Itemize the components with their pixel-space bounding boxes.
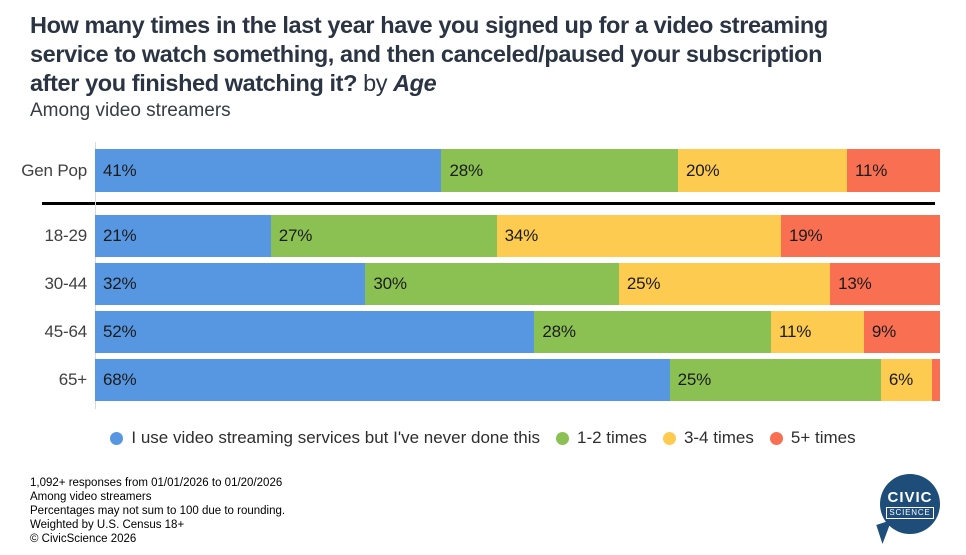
legend-label: 5+ times <box>790 428 856 447</box>
bar-value-label: 21% <box>103 226 137 245</box>
legend-item: 1-2 times <box>556 428 647 448</box>
logo-text-science: SCIENCE <box>886 506 934 519</box>
bar-value-label: 9% <box>871 322 897 341</box>
row-label: 18-29 <box>44 226 88 245</box>
logo-text-civic: CIVIC <box>887 488 933 506</box>
bar-segment: 25% <box>669 359 881 401</box>
bar-value-label: 32% <box>103 274 137 293</box>
bar-row-65-: 65+ 68% 25% 6% <box>0 359 940 401</box>
bar-value-label: 11% <box>778 322 812 341</box>
civicscience-logo: CIVIC SCIENCE <box>876 472 942 544</box>
bar-value-label: 25% <box>626 274 661 293</box>
footer-line: Percentages may not sum to 100 due to ro… <box>30 505 286 517</box>
bar-segment: 30% <box>365 263 619 305</box>
bar-segment: 68% <box>95 359 670 401</box>
bar-segment: 28% <box>534 311 771 353</box>
page-subtitle: Among video streamers <box>30 100 231 121</box>
legend-item: I use video streaming services but I've … <box>110 428 540 448</box>
bar-segment: 52% <box>95 311 535 353</box>
bar-value-label: 28% <box>542 322 576 341</box>
legend-item: 5+ times <box>769 428 856 448</box>
bar-segment: 32% <box>95 263 366 305</box>
footer-lines: 1,092+ responses from 01/01/2026 to 01/2… <box>30 476 285 546</box>
legend-label: I use video streaming services but I've … <box>131 428 541 447</box>
bar-value-label: 25% <box>677 370 712 389</box>
row-label: 30-44 <box>44 274 88 293</box>
stacked-bar: 21% 27% 34% 19% <box>95 215 940 257</box>
bar-value-label: 52% <box>103 322 137 341</box>
legend-dot-icon <box>769 431 783 445</box>
bar-row-30-44: 30-44 32% 30% 25% 13% <box>0 263 940 305</box>
stacked-bar: 32% 30% 25% 13% <box>95 263 940 305</box>
page-title: How many times in the last year have you… <box>30 11 940 98</box>
legend-dot-icon <box>662 431 676 445</box>
legend-label: 1-2 times <box>577 428 647 447</box>
bar-value-label: 30% <box>373 274 407 293</box>
row-label: 45-64 <box>44 322 88 341</box>
bar-segment: 41% <box>95 149 442 192</box>
legend-item: 3-4 times <box>662 428 754 448</box>
bar-segment: 34% <box>496 215 782 257</box>
bar-value-label: 68% <box>103 370 137 389</box>
footer-line: Weighted by U.S. Census 18+ <box>30 519 185 531</box>
row-label: Gen Pop <box>21 160 87 180</box>
legend-dot-icon <box>110 431 124 445</box>
bar-row-45-64: 45-64 52% 28% 11% 9% <box>0 311 940 353</box>
bar-segment: 11% <box>770 311 864 353</box>
bar-value-label: 20% <box>686 160 720 180</box>
bar-value-label: 28% <box>449 160 483 180</box>
bar-segment: 25% <box>618 263 831 305</box>
chart-rows: Gen Pop 41% 28% 20% 11% 18-29 21% 27% 34% 19% 30-4… <box>0 149 940 401</box>
title-group: Age <box>393 70 437 96</box>
footer-line: © CivicScience 2026 <box>30 533 137 545</box>
footer: 1,092+ responses from 01/01/2026 to 01/2… <box>30 476 285 546</box>
footer-line: Among video streamers <box>30 491 152 503</box>
footer-line: 1,092+ responses from 01/01/2026 to 01/2… <box>30 477 283 489</box>
stacked-bar-chart: Gen Pop 41% 28% 20% 11% 18-29 21% 27% 34% 19% 30-4… <box>0 142 940 409</box>
bar-value-label: 13% <box>838 274 872 293</box>
logo-speech-bubble: CIVIC SCIENCE <box>880 474 940 534</box>
stacked-bar: 68% 25% 6% <box>95 359 940 401</box>
bar-segment: 11% <box>847 149 940 192</box>
bar-segment: 20% <box>678 149 848 192</box>
legend: I use video streaming services but I've … <box>0 428 966 448</box>
legend-dot-icon <box>556 431 570 445</box>
bar-value-label: 6% <box>888 370 914 389</box>
bar-value-label: 27% <box>278 226 313 245</box>
bar-value-label: 11% <box>855 160 888 180</box>
bar-value-label: 41% <box>103 160 137 180</box>
stacked-bar: 52% 28% 11% 9% <box>95 311 940 353</box>
title-question: How many times in the last year have you… <box>30 12 828 96</box>
bar-segment: 6% <box>880 359 932 401</box>
bar-value-label: 34% <box>504 226 539 245</box>
row-label: 65+ <box>58 370 87 389</box>
chart-header: How many times in the last year have you… <box>0 0 966 123</box>
bar-segment: 19% <box>781 215 940 257</box>
genpop-divider <box>42 202 935 205</box>
bar-segment: 28% <box>441 149 679 192</box>
legend-label: 3-4 times <box>683 428 754 447</box>
bar-segment: 21% <box>95 215 271 257</box>
bar-segment: 27% <box>270 215 497 257</box>
bar-row-18-29: 18-29 21% 27% 34% 19% <box>0 215 940 257</box>
bar-segment: 13% <box>830 263 940 305</box>
bar-row-gen-pop: Gen Pop 41% 28% 20% 11% <box>0 149 940 192</box>
bar-segment: 9% <box>863 311 940 353</box>
bar-value-label: 19% <box>789 226 823 245</box>
bar-segment <box>931 359 940 401</box>
title-by: by <box>363 70 388 96</box>
stacked-bar: 41% 28% 20% 11% <box>95 149 940 192</box>
